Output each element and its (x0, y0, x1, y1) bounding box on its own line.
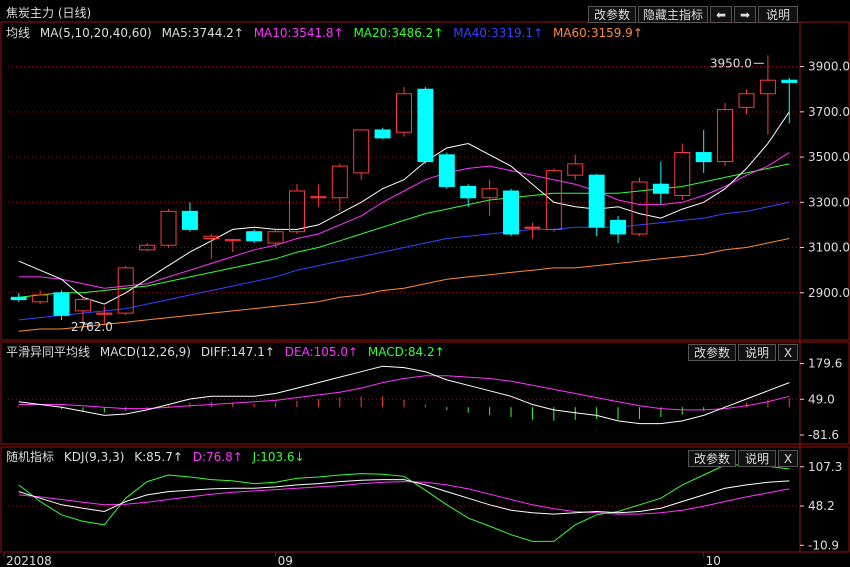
macd-modify-params-button[interactable]: 改参数 (688, 344, 736, 361)
ma20-line (18, 163, 790, 298)
ma5-value: MA5:3744.2↑ (161, 26, 244, 40)
ma60-value: MA60:3159.9↑ (552, 26, 643, 40)
candle-body (674, 152, 691, 197)
candle-body (139, 244, 156, 251)
candle-body (460, 185, 477, 199)
help-button[interactable]: 说明 (758, 6, 798, 23)
next-arrow-icon[interactable]: ➡ (734, 6, 756, 23)
candle-body (438, 154, 455, 187)
main-ytick-label: 3300.0 (808, 195, 850, 209)
kdj-d-line (18, 481, 790, 515)
candle-body (74, 299, 91, 312)
kdj-close-icon[interactable]: X (778, 450, 798, 467)
main-ytick-label: 2900.0 (808, 286, 850, 300)
kdj-ytick-label: 48.2 (808, 499, 835, 513)
candle-body (695, 152, 712, 163)
kdj-k-value: K:85.7↑ (134, 450, 183, 464)
macd-macd-value: MACD:84.2↑ (367, 345, 445, 359)
candle-body (396, 93, 412, 133)
kdj-help-button[interactable]: 说明 (738, 450, 776, 467)
candle-body (503, 190, 520, 235)
kdj-ytick-label: 107.3 (808, 460, 842, 474)
candle-body (331, 165, 348, 199)
candle-body (610, 219, 627, 235)
kdj-modify-params-button[interactable]: 改参数 (688, 450, 736, 467)
high-annotation: 3950.0 (710, 56, 752, 70)
macd-ytick-label: 49.0 (808, 392, 835, 406)
kdj-k-line (18, 479, 790, 515)
kdj-legend: 随机指标 KDJ(9,3,3) K:85.7↑ D:76.8↑ J:103.6↓ (6, 448, 311, 465)
candle-body (224, 239, 241, 242)
ma20-value: MA20:3486.2↑ (353, 26, 444, 40)
candle-body (631, 181, 648, 235)
modify-params-button[interactable]: 改参数 (588, 6, 636, 23)
main-ytick-label: 3100.0 (808, 241, 850, 255)
candle-body (288, 190, 305, 233)
ma-legend-name: 均线 (6, 26, 31, 40)
ma60-line (18, 238, 790, 332)
candle-body (160, 210, 177, 246)
candle-body (353, 129, 370, 174)
candle-body (717, 109, 734, 163)
low-annotation: 2762.0 (71, 320, 113, 334)
candle-body (203, 235, 220, 239)
candle-body (652, 183, 669, 194)
candle-body (417, 88, 434, 163)
candle-body (588, 174, 605, 228)
candle-body (567, 163, 584, 176)
macd-close-icon[interactable]: X (778, 344, 798, 361)
candle-body (10, 296, 27, 301)
panel-frame-1 (0, 341, 850, 445)
macd-dea-value: DEA:105.0↑ (284, 345, 359, 359)
diff-line (18, 365, 790, 425)
kdj-j-value: J:103.6↓ (252, 450, 305, 464)
main-ytick-label: 3900.0 (808, 60, 850, 74)
chart-title: 焦炭主力 (日线) (6, 6, 92, 20)
ma40-line (18, 201, 790, 321)
kdj-legend-name: 随机指标 (6, 450, 55, 464)
macd-legend: 平滑异同平均线 MACD(12,26,9) DIFF:147.1↑ DEA:10… (6, 343, 451, 360)
kdj-d-value: D:76.8↑ (192, 450, 243, 464)
macd-legend-params: MACD(12,26,9) (99, 345, 191, 359)
main-ytick-label: 3700.0 (808, 105, 850, 119)
macd-help-button[interactable]: 说明 (738, 344, 776, 361)
ma-legend: 均线 MA(5,10,20,40,60) MA5:3744.2↑ MA10:35… (6, 24, 649, 41)
candle-body (524, 226, 541, 229)
kdj-legend-params: KDJ(9,3,3) (63, 450, 125, 464)
ma10-value: MA10:3541.8↑ (253, 26, 344, 40)
macd-diff-value: DIFF:147.1↑ (200, 345, 275, 359)
candle-body (32, 294, 49, 303)
ma5-line (18, 111, 790, 305)
candle-body (310, 196, 327, 199)
kdj-ytick-label: -10.9 (808, 538, 839, 552)
ma-legend-params: MA(5,10,20,40,60) (39, 26, 152, 40)
candle-body (181, 210, 198, 230)
hide-main-indicator-button[interactable]: 隐藏主指标 (638, 6, 708, 23)
kdj-j-line (18, 464, 790, 542)
candle-body (481, 188, 498, 199)
macd-legend-name: 平滑异同平均线 (6, 345, 91, 359)
macd-ytick-label: 179.6 (808, 357, 842, 371)
candle-body (246, 231, 263, 242)
macd-ytick-label: -81.6 (808, 428, 839, 442)
candle-body (117, 267, 134, 314)
time-axis-label: 202108 (6, 554, 52, 567)
panel-frame-0 (0, 21, 850, 341)
dea-line (18, 375, 790, 411)
ma10-line (18, 152, 790, 289)
time-axis-label: 10 (706, 554, 721, 567)
candle-body (374, 129, 391, 139)
candle-body (267, 231, 284, 244)
candle-body (781, 79, 798, 83)
ma40-value: MA40:3319.1↑ (453, 26, 544, 40)
time-axis-label: 09 (278, 554, 293, 567)
candle-body (96, 312, 113, 315)
main-ytick-label: 3500.0 (808, 150, 850, 164)
candle-body (53, 292, 70, 316)
candle-body (759, 79, 776, 95)
candle-body (738, 93, 755, 108)
prev-arrow-icon[interactable]: ⬅ (710, 6, 732, 23)
candle-body (545, 170, 562, 230)
